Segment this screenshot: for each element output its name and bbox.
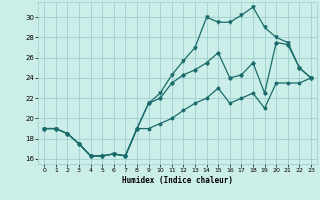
X-axis label: Humidex (Indice chaleur): Humidex (Indice chaleur) xyxy=(122,176,233,185)
